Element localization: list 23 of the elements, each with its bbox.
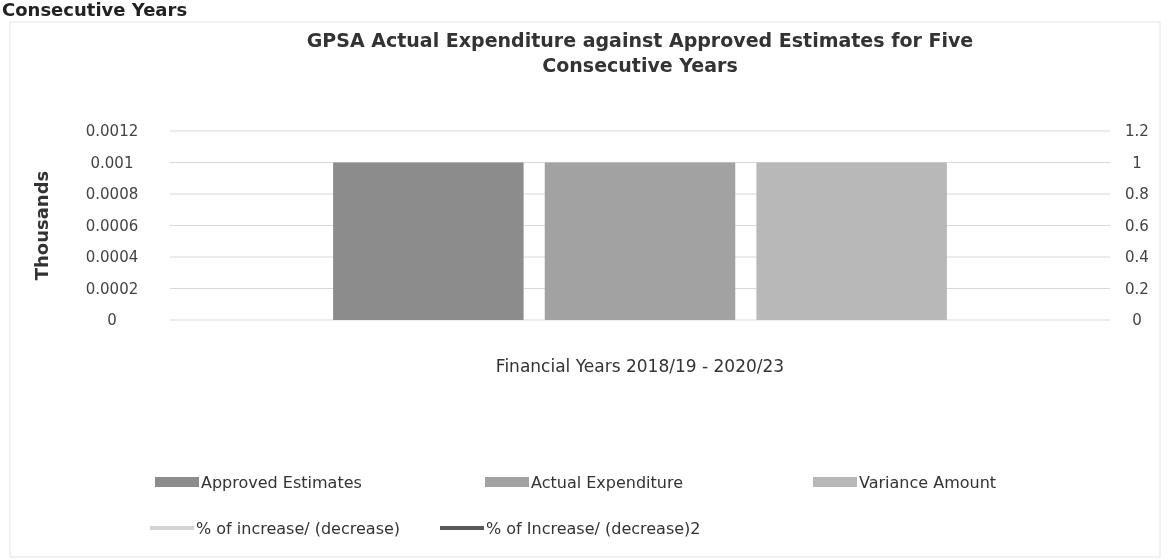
legend-label: Actual Expenditure — [531, 473, 684, 492]
y2-tick-label: 0 — [1132, 311, 1142, 329]
y-tick-label: 0.0006 — [85, 216, 139, 235]
y-axis-title: Thousands — [31, 170, 52, 281]
legend-label: % of Increase/ (decrease)2 — [486, 519, 701, 538]
y2-tick-label: 0.4 — [1125, 248, 1149, 266]
y-tick-label: 0.0004 — [85, 248, 139, 266]
y-tick-label: 0.001 — [90, 153, 134, 172]
legend-label: % of increase/ (decrease) — [196, 519, 401, 538]
x-axis-title: Financial Years 2018/19 - 2020/23 — [495, 356, 785, 376]
y2-tick-label: 1.2 — [1125, 122, 1149, 140]
y2-tick-label: 0.6 — [1125, 216, 1149, 235]
legend-label: Variance Amount — [859, 473, 997, 492]
text: Consecutive Years — [2, 0, 188, 20]
y2-tick-label: 0.8 — [1125, 185, 1149, 203]
chart-title: GPSA Actual Expenditure against Approved Estimates for Five Consecutive Years — [306, 29, 974, 76]
y-tick-label: 0 — [107, 311, 117, 329]
y2-tick-label: 1 — [1132, 153, 1142, 172]
y-tick-label: 0.0008 — [85, 185, 139, 203]
legend-label: Approved Estimates — [201, 473, 362, 492]
y-tick-label: 0.0012 — [85, 122, 139, 140]
y-tick-label: 0.0002 — [85, 279, 139, 298]
y2-tick-label: 0.2 — [1125, 279, 1149, 298]
